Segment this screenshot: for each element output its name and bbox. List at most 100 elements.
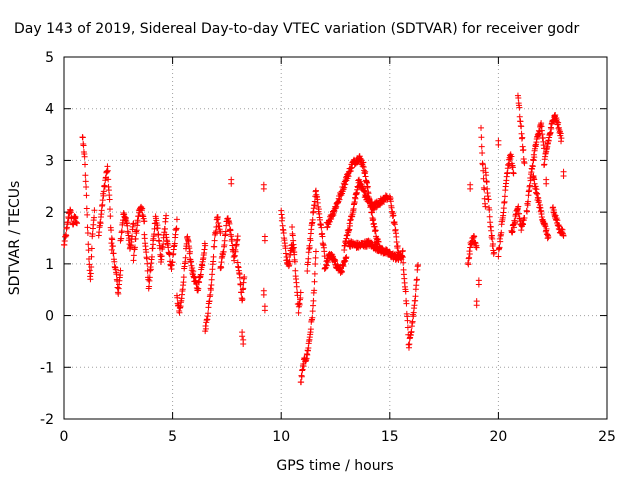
data-point xyxy=(501,193,508,200)
series-seg-11 xyxy=(186,240,209,294)
series-seg-05 xyxy=(117,210,137,252)
data-point xyxy=(108,227,115,234)
series-seg-02 xyxy=(79,134,98,283)
data-point xyxy=(390,212,397,219)
series-seg-10 xyxy=(173,233,193,316)
data-point xyxy=(290,241,297,248)
data-point xyxy=(173,225,180,232)
x-axis-label: GPS time / hours xyxy=(276,458,393,474)
data-point xyxy=(408,328,415,335)
data-point xyxy=(151,225,158,232)
data-point xyxy=(481,195,488,202)
data-point xyxy=(399,247,406,254)
data-point xyxy=(485,196,492,203)
data-point xyxy=(155,231,162,238)
data-point xyxy=(312,261,319,268)
data-point xyxy=(545,234,552,241)
data-point xyxy=(129,233,136,240)
data-point xyxy=(535,197,542,204)
data-point xyxy=(171,240,178,247)
data-point xyxy=(210,253,217,260)
data-point xyxy=(497,238,504,245)
series-seg-33 xyxy=(530,172,552,242)
data-point xyxy=(86,267,93,274)
data-point xyxy=(82,172,89,179)
data-point xyxy=(491,249,498,256)
data-point xyxy=(296,301,303,308)
data-point xyxy=(509,228,516,235)
data-point xyxy=(400,259,407,266)
data-point xyxy=(413,276,420,283)
data-point xyxy=(81,161,88,168)
data-point xyxy=(139,205,146,212)
data-point xyxy=(132,235,139,242)
data-point xyxy=(240,336,247,343)
data-point xyxy=(146,283,153,290)
series-seg-09 xyxy=(163,216,180,273)
series-seg-00 xyxy=(61,206,75,248)
data-point xyxy=(415,261,422,268)
data-point xyxy=(543,225,550,232)
series-seg-26 xyxy=(464,233,480,268)
data-point xyxy=(174,294,181,301)
data-point xyxy=(283,254,290,261)
y-tick-label: -2 xyxy=(40,412,54,428)
series-seg-03 xyxy=(95,163,115,253)
data-point xyxy=(111,258,118,265)
data-point xyxy=(526,182,533,189)
plot-frame xyxy=(63,56,608,420)
data-point xyxy=(486,206,493,213)
y-tick-label: -1 xyxy=(40,360,54,376)
data-point xyxy=(543,176,550,183)
series-seg-23 xyxy=(345,237,402,263)
data-point xyxy=(529,163,536,170)
series-seg-15 xyxy=(278,207,298,270)
data-point xyxy=(482,203,489,210)
data-point xyxy=(89,231,96,238)
data-point xyxy=(393,233,400,240)
data-point xyxy=(501,198,508,205)
data-point xyxy=(512,219,519,226)
data-point xyxy=(516,104,523,111)
data-point xyxy=(240,285,247,292)
data-point xyxy=(295,309,302,316)
data-point xyxy=(202,325,209,332)
data-point xyxy=(104,167,111,174)
data-point xyxy=(197,271,204,278)
data-point xyxy=(118,235,125,242)
data-point xyxy=(555,119,562,126)
data-point xyxy=(483,178,490,185)
series-seg-04 xyxy=(108,235,124,297)
data-point xyxy=(399,254,406,261)
data-point xyxy=(211,243,218,250)
data-point xyxy=(226,220,233,227)
data-point xyxy=(154,225,161,232)
data-point xyxy=(479,161,486,168)
data-point xyxy=(161,225,168,232)
data-point xyxy=(85,241,92,248)
y-tick-label: 0 xyxy=(45,309,54,325)
data-point xyxy=(465,261,472,268)
data-point xyxy=(510,170,517,177)
series-seg-30 xyxy=(508,203,528,236)
data-point xyxy=(297,289,304,296)
series-seg-32 xyxy=(523,120,548,215)
data-point xyxy=(364,183,371,190)
data-point xyxy=(312,248,319,255)
data-point xyxy=(321,253,328,260)
series-seg-12 xyxy=(202,214,224,335)
data-point xyxy=(527,177,534,184)
data-point xyxy=(473,298,480,305)
data-point xyxy=(208,281,215,288)
data-point xyxy=(346,222,353,229)
series-seg-17 xyxy=(297,248,319,386)
data-point xyxy=(478,124,485,131)
data-point xyxy=(165,244,172,251)
data-point xyxy=(228,236,235,243)
data-point xyxy=(84,224,91,231)
y-axis-label: SDTVAR / TECUs xyxy=(7,181,23,296)
data-point xyxy=(83,183,90,190)
data-point xyxy=(406,341,413,348)
data-point xyxy=(106,196,113,203)
